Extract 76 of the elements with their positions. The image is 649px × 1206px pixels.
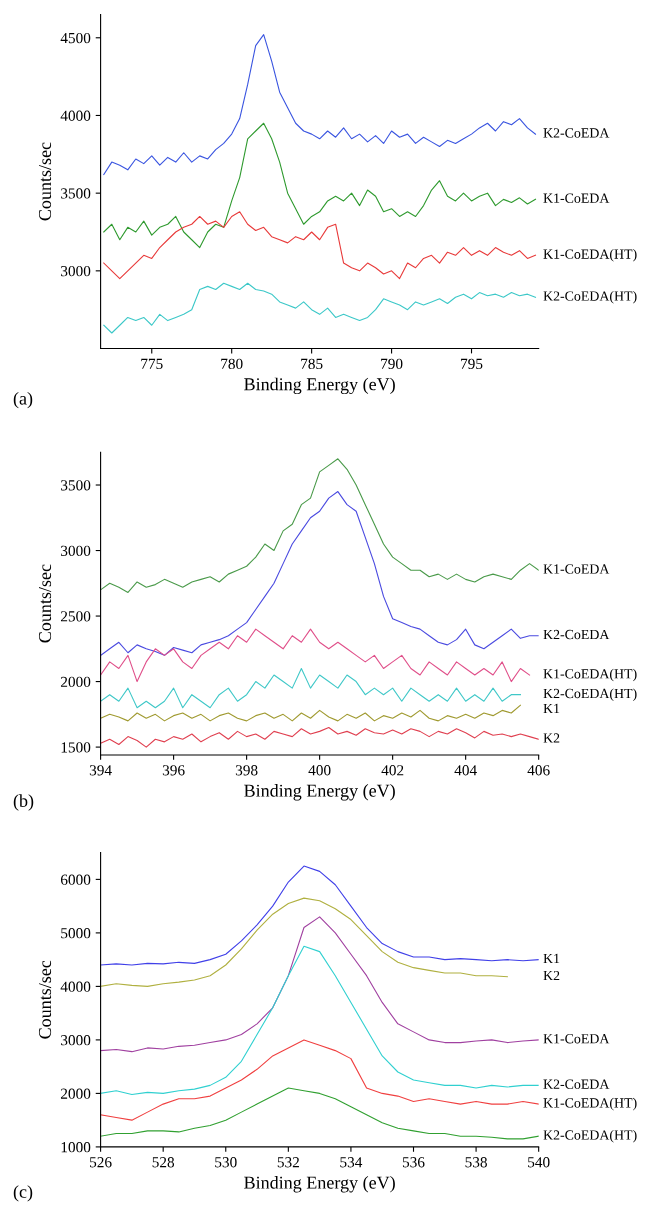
x-axis-title: Binding Energy (eV) [244,377,395,395]
x-tick-label: 795 [461,358,483,370]
series-label: K2-CoEDA [543,629,610,640]
series-label: K2-CoEDA(HT) [543,688,637,701]
series-label: K2-CoEDA [543,128,610,138]
series-label: K2-CoEDA [543,1079,610,1089]
series-label: K1-CoEDA [543,1034,610,1044]
line-series [103,282,537,334]
x-tick-label: 540 [528,1157,550,1168]
y-tick-label: 3000 [61,265,91,277]
x-tick-label: 394 [89,765,112,776]
x-tick-label: 785 [301,358,323,370]
y-axis-title: Counts/sec [38,960,52,1039]
line-series [100,667,521,709]
line-series [103,34,537,176]
y-tick-label: 3000 [61,545,91,556]
y-tick-label: 4000 [60,110,91,121]
line-series [103,122,537,249]
series-label: K1-CoEDA [543,193,610,203]
x-tick-label: 400 [308,765,331,776]
line-series [100,628,531,683]
series-label: K1 [543,953,560,963]
x-tick-label: 398 [235,765,258,776]
x-tick-label: 538 [465,1157,487,1168]
x-tick-label: 402 [381,765,404,776]
y-tick-label: 2000 [60,1088,91,1099]
x-tick-label: 528 [152,1157,175,1168]
line-series [100,704,521,722]
line-series [100,916,539,1053]
line-series [100,491,539,656]
series-label: K1-CoEDA [543,564,610,574]
line-series [100,1087,539,1140]
x-tick-label: 396 [162,765,185,776]
y-tick-label: 3500 [61,188,91,199]
text: (a) [13,391,33,409]
x-tick-label: 536 [402,1157,425,1168]
y-tick-label: 3000 [61,1035,91,1046]
text: (c) [13,1185,33,1202]
series-label: K2-CoEDA(HT) [543,290,637,304]
y-tick-label: 3500 [61,480,91,491]
series-label: K1 [543,703,560,714]
y-tick-label: 6000 [60,874,91,885]
y-tick-label: 1500 [61,742,91,753]
line-series [100,458,539,594]
line-series [103,211,537,280]
line-series [100,897,508,987]
text: (b) [13,794,34,811]
x-tick-label: 532 [277,1157,299,1168]
x-axis-title: Binding Energy (eV) [244,1176,395,1193]
series-label: K2 [543,733,560,743]
x-tick-label: 406 [527,765,550,776]
series-label: K1-CoEDA(HT) [543,1097,637,1111]
line-series [100,945,539,1096]
x-tick-label: 790 [381,358,403,370]
x-tick-label: 775 [141,358,163,370]
line-series [100,865,539,966]
y-tick-label: 2500 [60,611,91,622]
x-tick-label: 530 [215,1157,237,1168]
y-axis-title: Counts/sec [38,564,52,643]
line-series [100,726,539,748]
x-tick-label: 526 [90,1157,112,1168]
x-tick-label: 780 [221,358,243,370]
text: K2 [543,970,560,981]
y-tick-label: 4500 [60,32,91,44]
series-label: K2-CoEDA(HT) [543,1129,637,1143]
x-tick-label: 534 [340,1157,363,1168]
series-label: K1-CoEDA(HT) [543,249,637,262]
y-tick-label: 5000 [61,928,91,939]
y-tick-label: 2000 [60,676,91,688]
x-tick-label: 404 [454,765,477,776]
y-tick-label: 1000 [61,1142,91,1153]
line-series [100,1039,539,1121]
x-axis-title: Binding Energy (eV) [244,784,395,801]
y-tick-label: 4000 [60,981,91,992]
y-axis-title: Counts/sec [38,142,52,221]
series-label: K1-CoEDA(HT) [543,668,637,682]
